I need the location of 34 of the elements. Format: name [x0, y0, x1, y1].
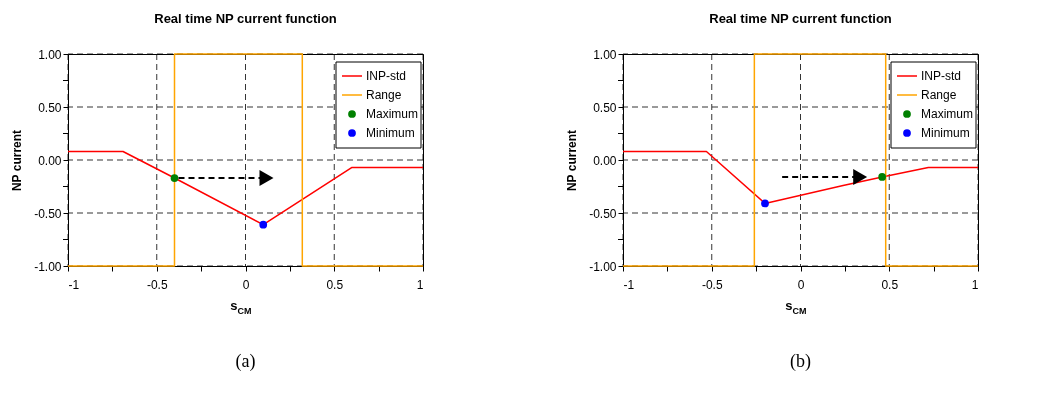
chart-title: Real time NP current function — [154, 11, 337, 26]
legend-label: INP-std — [366, 69, 407, 83]
x-tick-label: 0.5 — [326, 277, 344, 292]
y-tick-label: -1.00 — [34, 259, 62, 274]
legend-label: Maximum — [921, 107, 974, 121]
legend-label: Range — [366, 88, 402, 102]
x-tick-label: 1 — [416, 277, 424, 292]
text: (a) — [235, 351, 256, 372]
y-tick-label: -0.50 — [34, 206, 62, 221]
x-tick-label: 0.5 — [881, 277, 899, 292]
y-tick-label: 0.50 — [38, 100, 62, 115]
legend-label: Minimum — [366, 126, 415, 140]
y-axis-title: NP current — [10, 129, 25, 192]
y-tick-label: 0.00 — [38, 153, 62, 168]
legend-label: Maximum — [366, 107, 419, 121]
chart-title: Real time NP current function — [709, 11, 892, 26]
text: (b) — [790, 351, 811, 372]
legend-label: Range — [921, 88, 957, 102]
x-tick-label: -0.5 — [701, 277, 723, 292]
y-axis-title: NP current — [565, 129, 580, 192]
y-tick-label: -1.00 — [589, 259, 617, 274]
legend-label: Minimum — [921, 126, 970, 140]
x-tick-label: 0 — [242, 277, 250, 292]
y-tick-label: 0.00 — [593, 153, 617, 168]
x-tick-label: 0 — [797, 277, 805, 292]
legend-label: INP-std — [921, 69, 962, 83]
x-tick-label: -1 — [68, 277, 80, 292]
y-tick-label: 0.50 — [593, 100, 617, 115]
x-tick-label: -1 — [623, 277, 635, 292]
y-tick-label: -0.50 — [589, 206, 617, 221]
x-tick-label: 1 — [971, 277, 979, 292]
y-tick-label: 1.00 — [593, 47, 617, 62]
y-tick-label: 1.00 — [38, 47, 62, 62]
x-tick-label: -0.5 — [146, 277, 168, 292]
